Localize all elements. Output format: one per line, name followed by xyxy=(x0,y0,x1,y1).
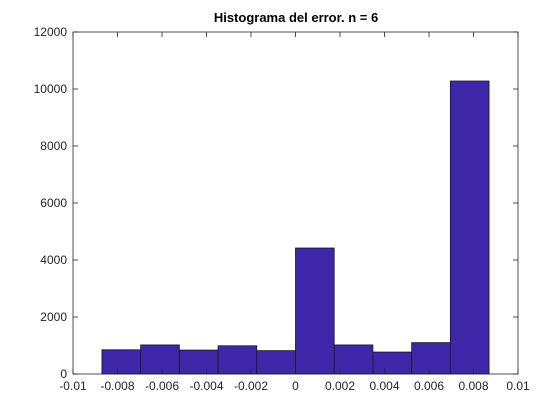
histogram-bar xyxy=(450,81,489,374)
histogram-bar xyxy=(373,352,412,374)
x-tick-label: -0.01 xyxy=(59,379,87,393)
x-tick-label: 0.002 xyxy=(325,379,355,393)
x-tick-label: 0 xyxy=(292,379,299,393)
y-tick-label: 10000 xyxy=(34,82,68,96)
y-tick-label: 2000 xyxy=(40,310,67,324)
x-tick-label: 0.006 xyxy=(414,379,444,393)
x-tick-label: -0.006 xyxy=(145,379,179,393)
histogram-bar xyxy=(141,345,180,374)
histogram-bar xyxy=(412,343,451,374)
y-tick-label: 8000 xyxy=(40,139,67,153)
histogram-bar xyxy=(102,350,141,374)
histogram-bar xyxy=(296,248,335,374)
x-tick-label: 0.008 xyxy=(458,379,488,393)
y-tick-label: 12000 xyxy=(34,25,68,39)
bars-group xyxy=(102,81,489,374)
x-tick-label: -0.002 xyxy=(234,379,268,393)
histogram-bar xyxy=(257,351,296,374)
x-tick-label: -0.004 xyxy=(189,379,223,393)
histogram-bar xyxy=(179,350,218,374)
y-tick-label: 0 xyxy=(60,367,67,381)
y-tick-label: 6000 xyxy=(40,196,67,210)
x-tick-label: -0.008 xyxy=(100,379,134,393)
y-tick-label: 4000 xyxy=(40,253,67,267)
chart-title: Histograma del error. n = 6 xyxy=(214,10,378,25)
x-tick-label: 0.01 xyxy=(506,379,530,393)
x-tick-label: 0.004 xyxy=(369,379,399,393)
